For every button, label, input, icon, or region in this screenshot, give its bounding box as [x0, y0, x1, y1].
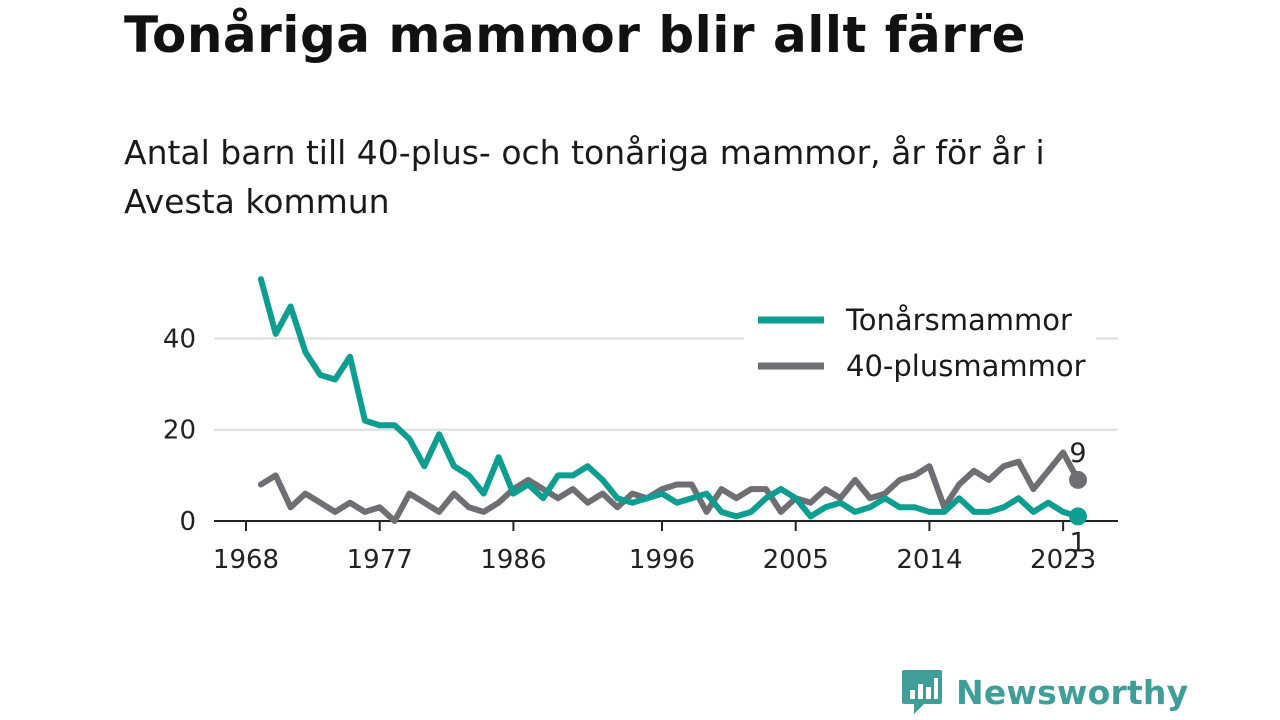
- x-tick-label: 1977: [347, 545, 413, 575]
- x-axis: 1968 1977 1986 1996 2005 2014 2023: [213, 520, 1118, 575]
- end-labels: 19: [1069, 438, 1087, 558]
- newsworthy-logo-icon: [902, 670, 942, 714]
- x-tick-label: 1986: [480, 545, 546, 575]
- chart-subtitle: Antal barn till 40-plus- och tonåriga ma…: [124, 133, 1045, 221]
- y-tick-label: 40: [163, 324, 196, 354]
- y-tick-label: 0: [179, 507, 196, 537]
- series-line-40-plusmammor: [257, 449, 1081, 524]
- x-tick-label: 2023: [1030, 545, 1096, 575]
- legend: Tonårsmammor 40-plusmammor: [744, 296, 1096, 388]
- chart-title: Tonåriga mammor blir allt färre: [124, 6, 1027, 64]
- legend-label: 40-plusmammor: [846, 349, 1086, 383]
- x-tick-label: 2014: [896, 545, 962, 575]
- legend-background: [744, 296, 1096, 388]
- y-tick-label: 20: [163, 416, 196, 446]
- y-axis-labels: 0 20 40: [163, 324, 196, 537]
- end-point: [1069, 470, 1087, 489]
- x-tick-label: 2005: [763, 545, 829, 575]
- x-tick-label: 1996: [629, 545, 695, 575]
- x-tick-label: 1968: [213, 545, 279, 575]
- end-point: [1069, 507, 1087, 526]
- series-line-tonarsmammor: [257, 276, 1081, 520]
- newsworthy-logo: Newsworthy: [900, 668, 1188, 716]
- legend-label: Tonårsmammor: [845, 303, 1072, 337]
- end-value-label: 1: [1069, 527, 1086, 558]
- brand-name: Newsworthy: [956, 672, 1189, 712]
- series-lines: [257, 276, 1081, 524]
- end-value-label: 9: [1069, 438, 1086, 469]
